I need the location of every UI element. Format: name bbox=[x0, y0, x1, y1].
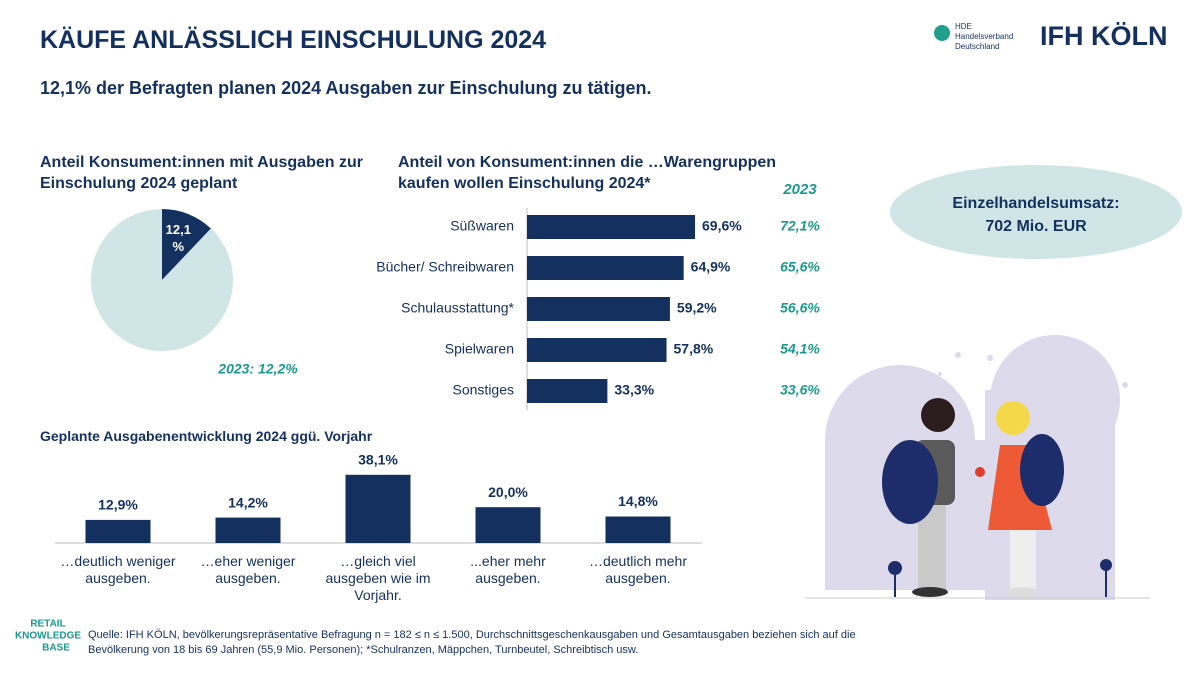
subtitle: 12,1% der Befragten planen 2024 Ausgaben… bbox=[40, 78, 652, 98]
bar bbox=[345, 474, 411, 543]
bar bbox=[85, 519, 151, 543]
title: KÄUFE ANLÄSSLICH EINSCHULUNG 2024 bbox=[40, 26, 547, 54]
comparison-value: 72,1% bbox=[780, 218, 820, 234]
x-tick-label: ...eher mehr ausgeben. bbox=[470, 553, 546, 586]
x-tick-label: …deutlich mehr ausgeben. bbox=[588, 553, 688, 586]
callout-label: Einzelhandelsumsatz: bbox=[952, 195, 1119, 212]
illustration bbox=[805, 25, 1182, 600]
x-tick-label: …gleich viel ausgeben wie im Vorjahr. bbox=[325, 553, 431, 603]
value-label: 69,6% bbox=[702, 218, 742, 234]
callout-value: 702 Mio. EUR bbox=[985, 218, 1087, 235]
x-tick-label: …eher weniger ausgeben. bbox=[200, 553, 296, 586]
value-label: 64,9% bbox=[691, 259, 731, 275]
logo-ifh: IFH KÖLN bbox=[1040, 21, 1168, 51]
y-tick-label: Sonstiges bbox=[453, 382, 514, 398]
y-tick-label: Spielwaren bbox=[445, 341, 514, 357]
logo-text: Deutschland bbox=[955, 42, 999, 51]
bar bbox=[475, 507, 541, 543]
value-label: 33,3% bbox=[614, 382, 654, 398]
brand: RETAIL bbox=[30, 619, 65, 630]
bar bbox=[527, 256, 684, 280]
y-tick-label: Schulausstattung* bbox=[401, 300, 514, 316]
bar bbox=[527, 297, 670, 321]
pie-slice bbox=[162, 209, 211, 280]
annotation: 2023: 12,2% bbox=[217, 361, 298, 377]
bar bbox=[527, 379, 608, 403]
comparison-value: 56,6% bbox=[780, 300, 820, 316]
brand: KNOWLEDGE bbox=[15, 631, 81, 642]
value-label: 38,1% bbox=[358, 452, 398, 468]
y-tick-label: Bücher/ Schreibwaren bbox=[376, 259, 514, 275]
pie-title: Anteil Konsument:innen mit Ausgaben zur … bbox=[40, 154, 363, 192]
logo-text: HDE bbox=[955, 22, 972, 31]
value-label: 59,2% bbox=[677, 300, 717, 316]
bar bbox=[215, 517, 281, 543]
logo-text: Handelsverband bbox=[955, 32, 1013, 41]
value-label: 14,8% bbox=[618, 493, 658, 509]
value-label: 12,9% bbox=[98, 497, 138, 513]
bar bbox=[605, 516, 671, 543]
value-label: 20,0% bbox=[488, 484, 528, 500]
brand: BASE bbox=[42, 643, 70, 654]
bar-title: Geplante Ausgabenentwicklung 2024 ggü. V… bbox=[40, 428, 373, 444]
comparison-value: 54,1% bbox=[780, 341, 820, 357]
hbar-title: Anteil von Konsument:innen die …Warengru… bbox=[398, 154, 777, 192]
value-label: 14,2% bbox=[228, 494, 268, 510]
source: Quelle: IFH KÖLN, bevölkerungsrepräsenta… bbox=[88, 629, 856, 656]
pie-slice bbox=[91, 209, 234, 351]
comparison-header: 2023 bbox=[782, 181, 817, 198]
comparison-value: 65,6% bbox=[780, 259, 820, 275]
slice-label: 12,1 % bbox=[165, 222, 191, 255]
bar bbox=[527, 215, 696, 239]
value-label: 57,8% bbox=[674, 341, 714, 357]
x-tick-label: …deutlich weniger ausgeben. bbox=[60, 553, 176, 586]
comparison-value: 33,6% bbox=[780, 382, 820, 398]
bar bbox=[527, 338, 667, 362]
y-tick-label: Süßwaren bbox=[450, 218, 514, 234]
